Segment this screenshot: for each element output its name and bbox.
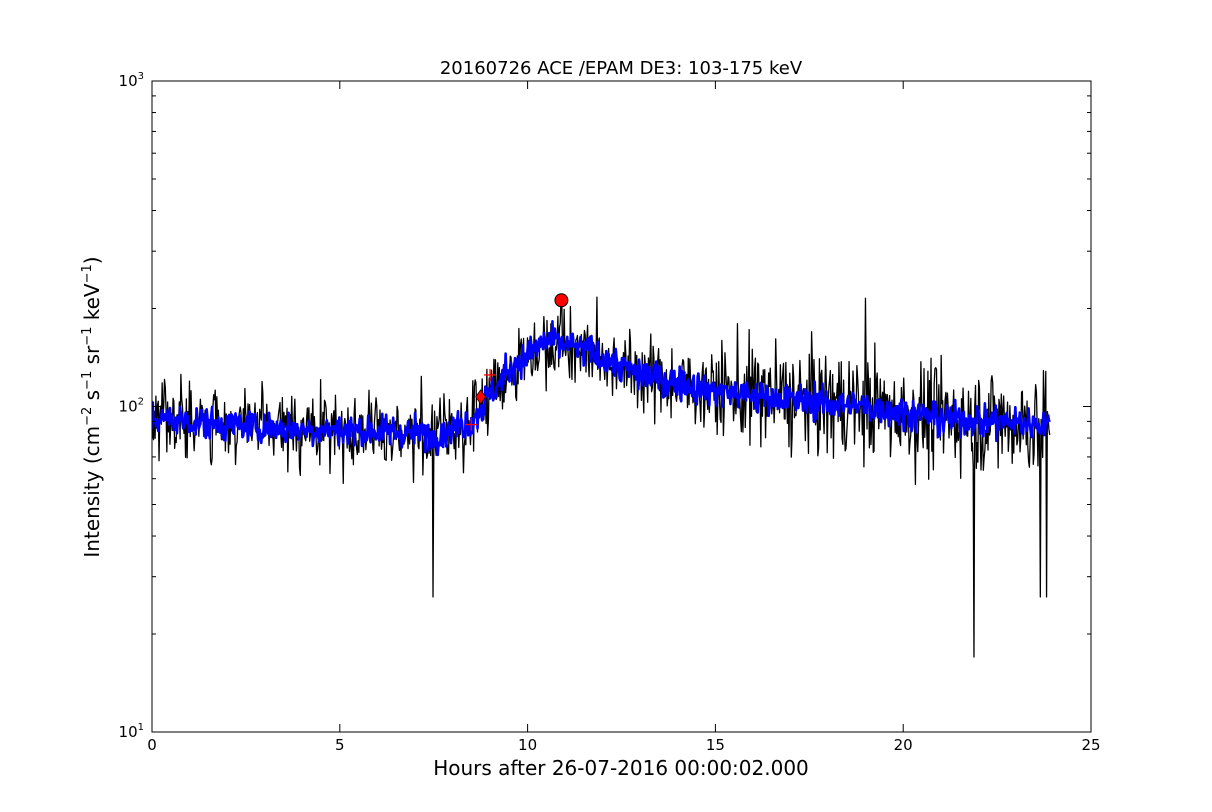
y-axis-label-s: s — [80, 390, 104, 407]
series-line-smoothed — [152, 319, 1051, 457]
y-axis-label: Intensity (cm−2 s−1 sr−1 keV−1) — [80, 256, 104, 557]
marker-peak-circle — [554, 293, 569, 308]
x-tick-label: 20 — [894, 736, 913, 754]
marker-cross — [465, 418, 478, 431]
y-axis-label-kev: keV — [80, 283, 104, 327]
x-tick-label: 10 — [518, 736, 537, 754]
series-layer — [152, 296, 1051, 658]
chart-title: 20160726 ACE /EPAM DE3: 103-175 keV — [440, 58, 803, 79]
y-axis-label-cm-exp: −2 — [80, 407, 95, 426]
x-tick-label: 15 — [706, 736, 725, 754]
y-tick-label: 102 — [119, 397, 144, 416]
y-axis-label-prefix: Intensity (cm — [80, 426, 104, 558]
y-axis-label-sr: sr — [80, 345, 104, 371]
x-axis-label: Hours after 26-07-2016 00:00:02.000 — [433, 756, 809, 780]
x-tick-label: 25 — [1081, 736, 1100, 754]
marker-layer — [465, 293, 569, 431]
y-axis-label-s-exp: −1 — [80, 371, 95, 390]
y-axis-label-sr-exp: −1 — [80, 327, 95, 346]
series-line-raw — [152, 296, 1051, 658]
marker-cross — [484, 368, 497, 381]
marker-diamond — [475, 389, 487, 405]
y-tick-label: 101 — [119, 722, 144, 741]
x-tick-label: 0 — [147, 736, 157, 754]
y-tick-label: 103 — [119, 71, 144, 90]
x-tick-label: 5 — [335, 736, 345, 754]
y-axis-label-kev-exp: −1 — [80, 264, 95, 283]
y-axis: 101 102 103 — [119, 71, 1091, 741]
y-axis-label-suffix: ) — [80, 256, 104, 264]
x-axis: 0 5 10 15 20 25 — [147, 81, 1101, 754]
